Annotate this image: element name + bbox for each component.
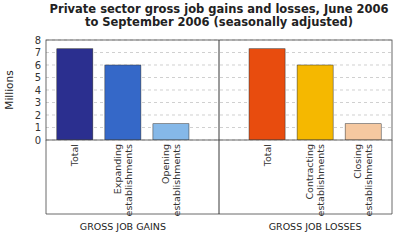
y-tick-label: 6 — [35, 60, 41, 71]
chart: Private sector gross job gains and losse… — [0, 0, 401, 238]
x-tick-label-line: Total — [69, 144, 80, 167]
y-tick-label: 8 — [35, 35, 41, 46]
x-tick-label: Openingestablishments — [160, 144, 182, 216]
bar — [153, 124, 189, 140]
x-tick-label-line: Contracting — [304, 144, 315, 200]
x-tick-label-line: establishments — [123, 144, 134, 216]
y-tick-label: 1 — [35, 122, 41, 133]
bar — [297, 65, 333, 140]
title-line: Private sector gross job gains and losse… — [50, 2, 389, 16]
bar — [249, 49, 285, 140]
group-divider — [219, 40, 220, 214]
y-tick-label: 2 — [35, 110, 41, 121]
group-label: GROSS JOB GAINS — [80, 221, 166, 232]
x-tick-label-line: Total — [262, 144, 273, 167]
x-tick-label-line: Closing — [352, 144, 363, 179]
group-box-line — [392, 140, 393, 214]
title-line: to September 2006 (seasonally adjusted) — [85, 15, 353, 29]
group-label: GROSS JOB LOSSES — [269, 221, 362, 232]
bar — [105, 65, 141, 140]
y-tick-label: 3 — [35, 97, 41, 108]
x-tick-label-line: Expanding — [112, 144, 123, 194]
y-axis-label: Millions — [3, 70, 15, 109]
x-tick-label: Contractingestablishments — [304, 144, 326, 216]
y-tick-label: 0 — [35, 135, 41, 146]
x-tick-label: Closingestablishments — [352, 144, 374, 216]
bar — [57, 49, 93, 140]
bar — [345, 124, 381, 140]
x-tick-label: Expandingestablishments — [112, 144, 134, 216]
x-tick-label: Total — [69, 144, 80, 167]
x-tick-label: Total — [262, 144, 273, 167]
y-tick-label: 4 — [35, 85, 41, 96]
y-tick-label: 5 — [35, 72, 41, 83]
x-tick-label-line: establishments — [363, 144, 374, 216]
y-tick-label: 7 — [35, 47, 41, 58]
x-tick-label-line: establishments — [315, 144, 326, 216]
title: Private sector gross job gains and losse… — [50, 2, 389, 29]
group-box-line — [46, 140, 47, 214]
x-tick-label-line: Opening — [160, 144, 171, 184]
x-tick-label-line: establishments — [171, 144, 182, 216]
